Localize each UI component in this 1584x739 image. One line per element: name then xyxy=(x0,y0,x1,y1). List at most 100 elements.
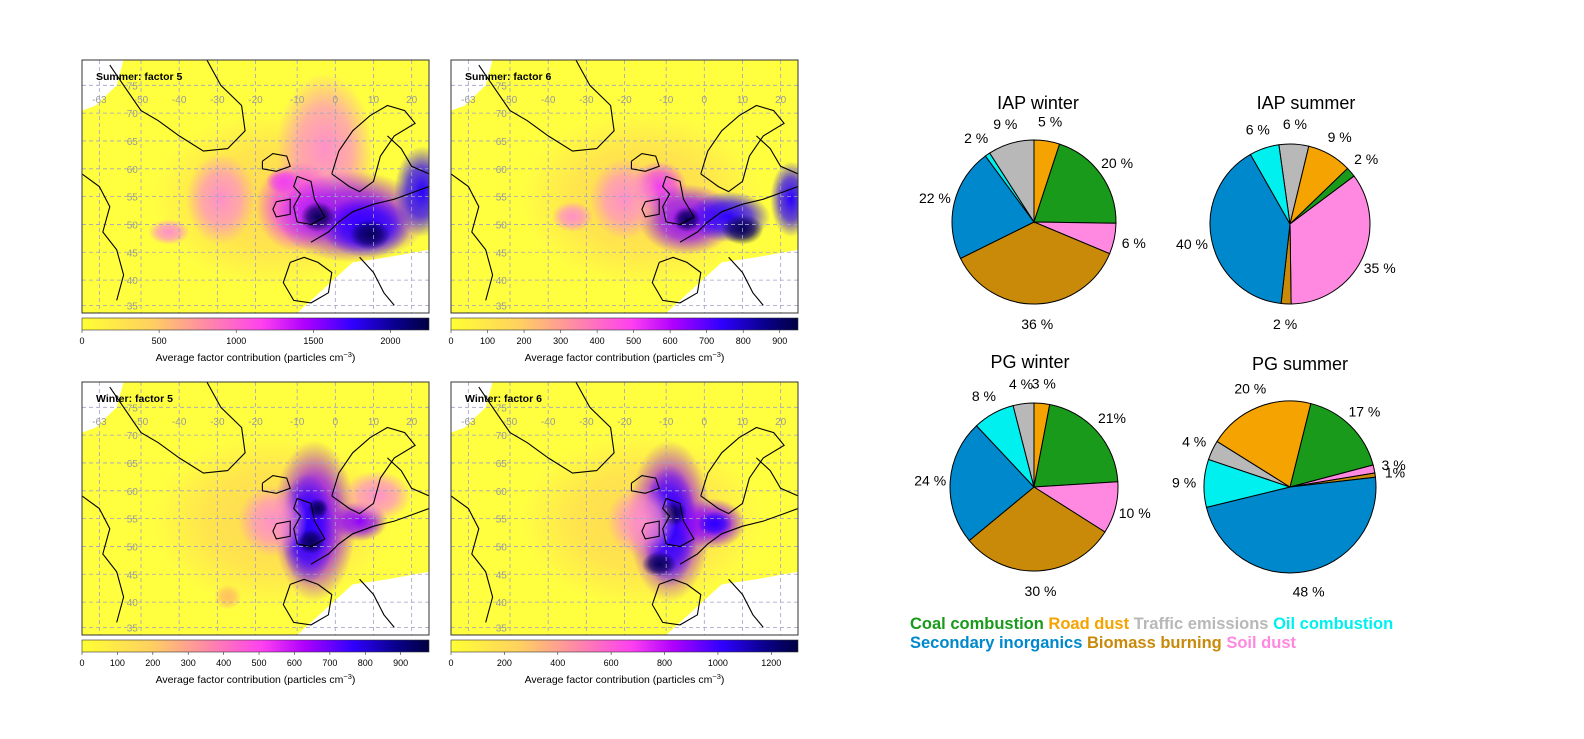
pie-slice-label: 6 % xyxy=(1246,121,1270,137)
map-latitude-label: 75 xyxy=(496,403,508,414)
map-coastline xyxy=(651,578,702,626)
map-coastline xyxy=(641,198,660,218)
pie-slice-secondary xyxy=(949,425,1035,542)
map-latitude-label: 55 xyxy=(127,193,139,204)
map-contribution-blob xyxy=(641,551,677,577)
map-coastline xyxy=(82,495,125,623)
pie-slice-label: 2 % xyxy=(1273,316,1297,332)
map-longitude-label: -63 xyxy=(92,95,107,106)
colorbar xyxy=(450,317,799,331)
map-longitude-label: -50 xyxy=(503,417,518,428)
map-latitude-label: 35 xyxy=(496,301,508,312)
map-coastline xyxy=(282,256,333,304)
colorbar-tick-label: 400 xyxy=(550,658,565,668)
map-longitude-label: 0 xyxy=(333,95,339,106)
pie-slice-biomass xyxy=(968,486,1106,572)
colorbar-tick-label: 600 xyxy=(604,658,619,668)
map-contribution-blob xyxy=(394,146,429,238)
pie-title: PG winter xyxy=(990,352,1069,372)
map-contribution-blob xyxy=(265,168,301,195)
map-coastline xyxy=(756,457,798,497)
map-longitude-label: 10 xyxy=(737,417,749,428)
map-no-data-area xyxy=(451,60,493,111)
map-coastline xyxy=(662,497,695,548)
map-latitude-label: 50 xyxy=(127,220,139,231)
colorbar-tick-label: 0 xyxy=(448,336,453,346)
map-latitude-label: 45 xyxy=(127,248,139,259)
map-coastline xyxy=(272,520,291,540)
pie-slice-label: 17 % xyxy=(1348,404,1380,420)
map-latitude-label: 60 xyxy=(496,487,508,498)
map-longitude-label: -10 xyxy=(659,95,674,106)
colorbar-tick-label: 0 xyxy=(79,658,84,668)
colorbar-tick-label: 1500 xyxy=(303,336,323,346)
map-longitude-label: 0 xyxy=(702,417,708,428)
map-coastline xyxy=(679,507,798,565)
pie-slice-label: 4 % xyxy=(1182,434,1206,450)
map-no-data-area xyxy=(451,382,493,433)
legend-entry-secondary: Secondary inorganics xyxy=(910,634,1082,652)
map-longitude-label: -50 xyxy=(134,417,149,428)
map-longitude-label: -63 xyxy=(92,417,107,428)
map-longitude-label: -10 xyxy=(290,95,305,106)
colorbar xyxy=(81,639,430,653)
map-longitude-label: 0 xyxy=(702,95,708,106)
pie-slice-label: 22 % xyxy=(919,190,951,206)
map-longitude-label: -20 xyxy=(248,95,263,106)
colorbar-tick-label: 400 xyxy=(590,336,605,346)
pie-slice-coal xyxy=(1289,402,1374,488)
colorbar-tick-label: 100 xyxy=(480,336,495,346)
pie-slice-label: 9 % xyxy=(1328,129,1352,145)
map-panel-title: Summer: factor 5 xyxy=(96,71,183,83)
map-latitude-label: 65 xyxy=(496,137,508,148)
map-coastline xyxy=(641,520,660,540)
map-latitude-label: 65 xyxy=(127,459,139,470)
colorbar-tick-label: 300 xyxy=(553,336,568,346)
map-longitude-label: -40 xyxy=(172,417,187,428)
colorbar-tick-label: 600 xyxy=(287,658,302,668)
pie-slice-secondary xyxy=(951,155,1035,260)
map-panel-winter-factor-5: -63 -50 -40 -30 -20 -10 0 10 20 75 70 65 60 55 50 45 40 3… xyxy=(79,381,430,686)
map-coastline xyxy=(630,153,660,172)
pie-slice-label: 35 % xyxy=(1364,260,1396,276)
pie-chart-pg-winter: PG winter 3 % 21% 10 % 30 % 24 % 8 % 4 % xyxy=(914,352,1150,599)
map-coastline xyxy=(82,173,125,301)
pie-slice-label: 20 % xyxy=(1101,155,1133,171)
map-coastline xyxy=(478,382,615,474)
map-coastline xyxy=(700,104,785,193)
map-longitude-label: -50 xyxy=(503,95,518,106)
map-latitude-label: 70 xyxy=(496,431,508,442)
map-coastline xyxy=(387,457,429,497)
pie-slice-soil xyxy=(1289,175,1371,305)
map-contribution-blob xyxy=(349,219,391,250)
map-coastline xyxy=(451,495,494,623)
pie-slice-label: 1% xyxy=(1385,464,1405,480)
colorbar-tick-label: 700 xyxy=(699,336,714,346)
map-longitude-label: -10 xyxy=(290,417,305,428)
legend-row: Secondary inorganics Biomass burning Soi… xyxy=(910,634,1297,652)
map-coastline xyxy=(282,578,333,626)
pie-slice-label: 30 % xyxy=(1025,583,1057,599)
pie-slice-label: 2 % xyxy=(964,130,988,146)
map-field: -63 -50 -40 -30 -20 -10 0 10 20 75 70 65 60 55 50 45 40 3… xyxy=(451,382,798,635)
map-contribution-blob xyxy=(342,470,412,522)
legend-entry-road: Road dust xyxy=(1044,615,1130,633)
map-longitude-label: 20 xyxy=(775,417,787,428)
map-latitude-label: 65 xyxy=(127,137,139,148)
map-frame xyxy=(81,59,430,314)
map-longitude-label: -40 xyxy=(541,95,556,106)
map-contribution-blob xyxy=(147,219,190,245)
colorbar-tick-label: 0 xyxy=(448,658,453,668)
map-latitude-label: 45 xyxy=(127,570,139,581)
map-panel-title: Summer: factor 6 xyxy=(465,71,552,83)
map-panel-winter-factor-6: -63 -50 -40 -30 -20 -10 0 10 20 75 70 65 60 55 50 45 40 3… xyxy=(448,381,799,686)
pie-slice-traffic xyxy=(1012,402,1035,488)
colorbar-tick-label: 200 xyxy=(145,658,160,668)
legend-entry-traffic: Traffic emissions xyxy=(1129,615,1268,633)
map-longitude-label: -40 xyxy=(172,95,187,106)
map-latitude-label: 50 xyxy=(127,542,139,553)
map-coastline xyxy=(756,135,798,175)
map-longitude-label: -50 xyxy=(134,95,149,106)
colorbar-label: Average factor contribution (particles c… xyxy=(156,672,356,686)
colorbar-tick-label: 400 xyxy=(216,658,231,668)
